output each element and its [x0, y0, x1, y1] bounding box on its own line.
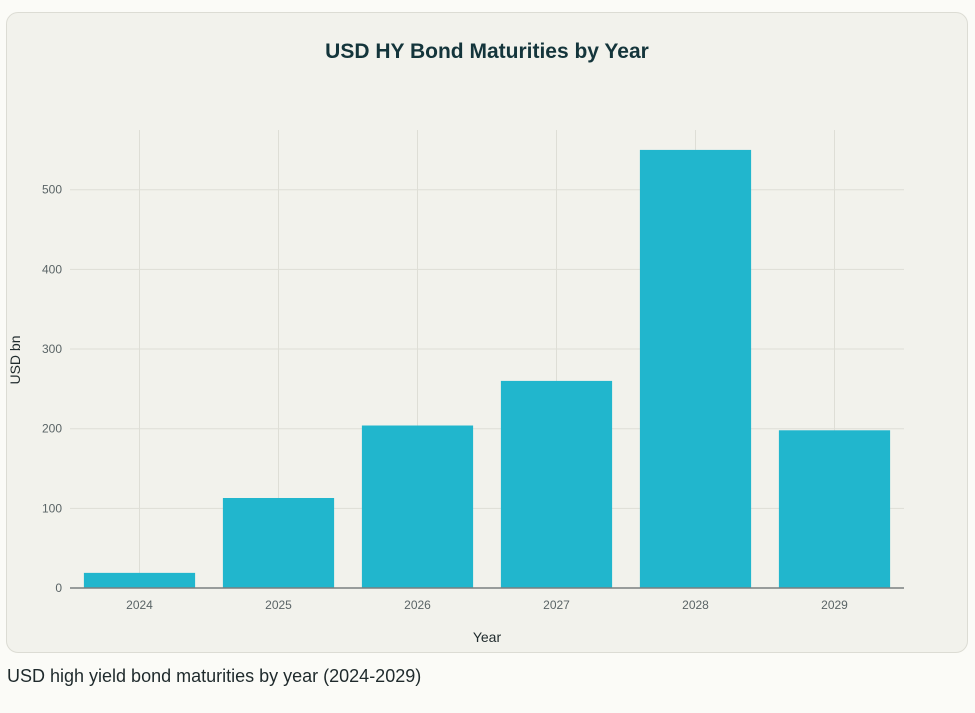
- bar-2024: [83, 572, 196, 588]
- bars: [83, 149, 891, 589]
- y-tick-label: 500: [42, 183, 62, 197]
- bar-2026: [361, 425, 474, 588]
- x-tick-label: 2025: [265, 598, 292, 612]
- y-tick-label: 200: [42, 422, 62, 436]
- x-tick-label: 2029: [821, 598, 848, 612]
- x-axis-label: Year: [473, 629, 502, 645]
- bar-2027: [500, 380, 613, 588]
- y-tick-label: 300: [42, 342, 62, 356]
- x-tick-label: 2026: [404, 598, 431, 612]
- y-tick-label: 400: [42, 262, 62, 276]
- bar-2029: [778, 430, 891, 588]
- tick-labels: 0 100 200 300 400 500 2024 2025 2026 2027 2028 2029: [42, 183, 848, 612]
- y-tick-label: 0: [55, 581, 62, 595]
- figure-caption: USD high yield bond maturities by year (…: [7, 666, 422, 686]
- x-tick-label: 2027: [543, 598, 570, 612]
- chart-title: USD HY Bond Maturities by Year: [325, 40, 649, 63]
- bar-2028: [639, 149, 752, 589]
- x-tick-label: 2028: [682, 598, 709, 612]
- y-tick-label: 100: [42, 501, 62, 515]
- bar-2025: [222, 497, 335, 588]
- y-axis-label: USD bn: [7, 335, 23, 384]
- x-tick-label: 2024: [126, 598, 153, 612]
